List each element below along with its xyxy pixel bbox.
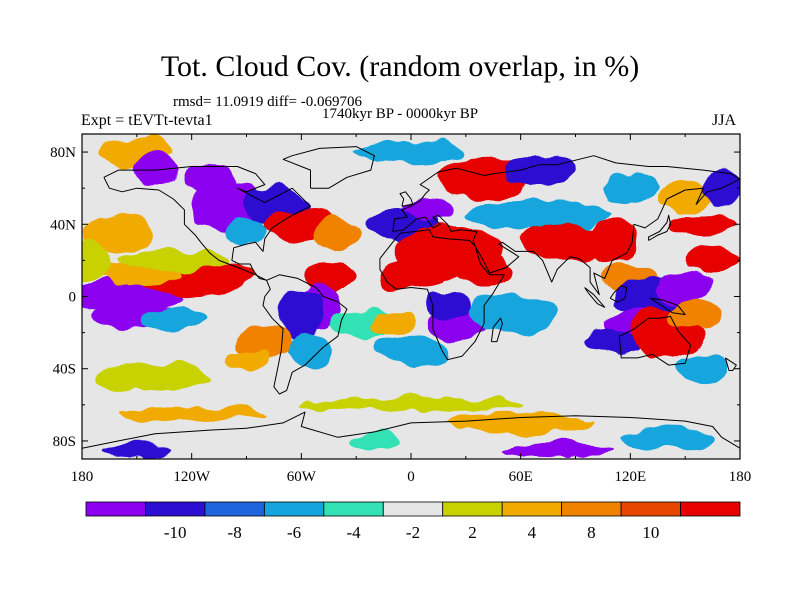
lon-tick-label: 0 [407, 469, 415, 485]
colorbar-box [204, 501, 265, 517]
anomaly-region [666, 213, 740, 236]
anomaly-region [465, 200, 613, 230]
anomaly-region [374, 336, 448, 366]
lat-tick-label: 80S [53, 434, 76, 450]
colorbar-box [501, 501, 563, 517]
colorbar: -10 -8 -6 -4 -2 2 4 8 10 [85, 501, 741, 542]
lat-tick-label: 80N [50, 145, 76, 161]
anomaly-region [465, 296, 558, 333]
lat-tick-label: 40S [53, 362, 76, 378]
anomaly-region [401, 199, 457, 221]
anomaly-region [584, 327, 640, 357]
anomaly-region [140, 307, 207, 329]
colorbar-box [442, 501, 503, 517]
coastlines [82, 146, 740, 449]
coastline-antarctica [82, 411, 740, 449]
coastline-borneo [609, 285, 628, 303]
anomaly-region [447, 412, 594, 434]
coastline-eurasia [392, 155, 740, 296]
lat-tick-label: 40N [50, 217, 76, 233]
colorbar-label: -4 [346, 523, 361, 542]
lon-tick-label: 60W [287, 469, 317, 485]
coastline-south-america [262, 274, 348, 395]
anomaly-region [666, 300, 722, 329]
anomaly-region [182, 164, 238, 194]
coastline-greenland [282, 146, 375, 189]
colorbar-label: -2 [406, 523, 420, 542]
colorbar-label: -10 [164, 523, 187, 542]
coastline-new-guinea [650, 297, 686, 316]
coastline-madagascar [490, 317, 503, 343]
colorbar-box [323, 501, 384, 517]
anomaly-region [315, 218, 360, 248]
coastline-north-america [103, 166, 311, 281]
lon-tick-label: 180 [729, 469, 752, 485]
anomaly-region [685, 245, 740, 275]
coastline-africa [379, 229, 505, 361]
colorbar-box [85, 501, 146, 517]
anomaly-region [118, 406, 265, 422]
colorbar-box [561, 501, 622, 517]
anomaly-region [118, 249, 229, 272]
anomaly-region [301, 397, 521, 413]
anomaly-region [676, 354, 731, 384]
anomaly-region [657, 182, 713, 212]
colorbar-label: -8 [228, 523, 242, 542]
lon-tick-label: 120W [173, 469, 211, 485]
experiment-label: Expt = tEVTt-tevta1 [81, 112, 213, 129]
colorbar-box [145, 501, 206, 517]
lon-tick-label: 120E [614, 469, 646, 485]
anomaly-region [224, 218, 269, 248]
anomaly-region [621, 426, 713, 449]
coastline-japan [648, 214, 671, 241]
colorbar-box [382, 501, 444, 517]
lon-tick-label: 180 [71, 469, 94, 485]
colorbar-label: 10 [642, 523, 659, 542]
axis-ticks: 180 120W 60W 0 60E 120E 180 80N 40N 0 40S 80S [50, 134, 751, 485]
anomaly-region [502, 442, 613, 458]
colorbar-label: -6 [287, 523, 301, 542]
colorbar-box [263, 501, 325, 517]
anomaly-region [356, 141, 466, 163]
anomaly-region [100, 363, 210, 393]
coastline-sumatra [584, 287, 606, 308]
anomaly-region [82, 238, 110, 283]
coastline-britain [399, 191, 414, 207]
anomaly-region [370, 312, 415, 335]
season-label: JJA [712, 112, 737, 129]
colorbar-box [620, 501, 681, 517]
colorbar-box [680, 501, 741, 517]
rmsd-diff-stats: rmsd= 11.0919 diff= -0.069706 [173, 94, 362, 110]
lon-tick-label: 60E [509, 469, 533, 485]
anomaly-region [456, 251, 512, 288]
figure-title: Tot. Cloud Cov. (random overlap, in %) [160, 50, 640, 83]
anomaly-region [657, 273, 713, 302]
colorbar-label: 8 [587, 523, 596, 542]
anomaly-region [100, 442, 174, 458]
anomaly-region [584, 220, 640, 264]
anomaly-region [502, 155, 576, 185]
anomaly-region [425, 291, 470, 320]
lat-tick-label: 0 [69, 290, 77, 306]
anomaly-region [224, 348, 269, 371]
anomaly-region [288, 332, 333, 369]
cloud-cover-field [82, 137, 740, 458]
anomaly-region [602, 173, 658, 203]
anomaly-region [378, 260, 444, 290]
time-period-label: 1740kyr BP - 0000kyr BP [322, 106, 479, 122]
anomaly-region [347, 431, 402, 450]
colorbar-label: 2 [468, 523, 477, 542]
coastline-australia [618, 315, 692, 366]
anomaly-region [279, 289, 324, 340]
colorbar-label: 4 [528, 523, 537, 542]
coastline-new-zealand [724, 357, 737, 371]
